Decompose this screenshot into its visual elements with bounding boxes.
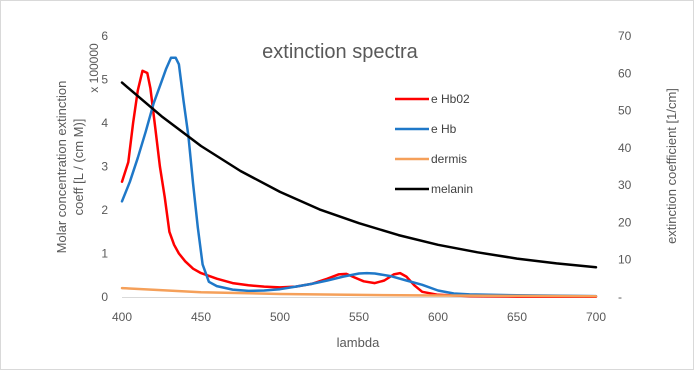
left-y-axis-title-line2: coeff [L / (cm M)] <box>71 119 86 216</box>
right-y-tick-label: 60 <box>618 66 632 80</box>
legend-label-e-hb02: e Hb02 <box>431 92 470 106</box>
x-tick-labels: 400 450 500 550 600 650 700 <box>112 310 606 324</box>
left-y-tick-label: 5 <box>101 73 108 87</box>
left-y-axis-title-line1: Molar concentration extinction <box>54 81 69 254</box>
right-y-axis-title: extinction coefficient [1/cm] <box>664 88 679 244</box>
legend: e Hb02 e Hb dermis melanin <box>395 92 473 196</box>
right-y-tick-label: 10 <box>618 253 632 267</box>
x-tick-label: 650 <box>507 310 527 324</box>
right-y-tick-label: - <box>618 290 622 304</box>
right-y-tick-label: 20 <box>618 215 632 229</box>
left-y-axis-multiplier: x 100000 <box>87 43 101 93</box>
right-y-tick-label: 70 <box>618 29 632 43</box>
legend-label-dermis: dermis <box>431 152 467 166</box>
x-tick-label: 600 <box>428 310 448 324</box>
chart-title: extinction spectra <box>262 41 419 63</box>
x-tick-label: 500 <box>270 310 290 324</box>
left-y-tick-label: 3 <box>101 160 108 174</box>
series-line-melanin <box>120 81 598 269</box>
x-tick-label: 450 <box>191 310 211 324</box>
x-tick-label: 400 <box>112 310 132 324</box>
right-y-tick-labels: - 10 20 30 40 50 60 70 <box>618 29 632 304</box>
left-y-tick-label: 1 <box>101 247 108 261</box>
left-y-tick-label: 0 <box>101 290 108 304</box>
legend-label-e-hb: e Hb <box>431 122 457 136</box>
left-y-tick-label: 6 <box>101 29 108 43</box>
legend-label-melanin: melanin <box>431 182 473 196</box>
right-y-tick-label: 50 <box>618 104 632 118</box>
series-line-dermis <box>120 286 598 298</box>
series-line-e-hb02 <box>120 69 598 299</box>
x-axis-title: lambda <box>337 335 380 350</box>
left-y-tick-label: 4 <box>101 116 108 130</box>
left-y-tick-label: 2 <box>101 203 108 217</box>
series-line-e-hb <box>120 56 598 298</box>
series-lines <box>120 56 598 299</box>
x-tick-label: 550 <box>349 310 369 324</box>
right-y-tick-label: 30 <box>618 178 632 192</box>
left-y-tick-labels: 0 1 2 3 4 5 6 <box>101 29 108 304</box>
right-y-tick-label: 40 <box>618 141 632 155</box>
x-tick-label: 700 <box>586 310 606 324</box>
